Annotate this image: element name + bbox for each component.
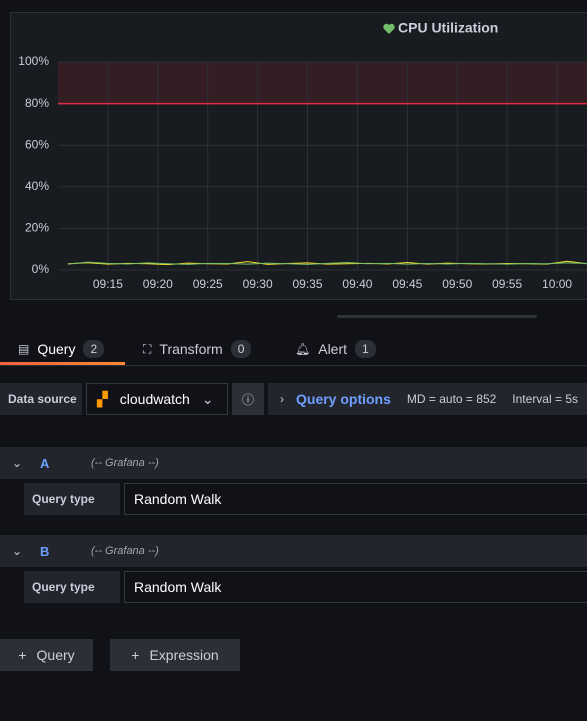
data-source: cloudwatch — [119, 391, 190, 407]
x-tick-label: 09:40 — [342, 277, 372, 291]
query-source: (-- Grafana --) — [91, 457, 159, 469]
query-ref: B — [40, 543, 50, 559]
field-input[interactable]: Random Walk — [124, 483, 587, 515]
divider — [0, 365, 587, 366]
tab[interactable]: ▤ Query 2 — [18, 338, 105, 360]
health-icon — [383, 23, 395, 34]
tab-label: Query — [37, 341, 76, 357]
x-tick-label: 10:00 — [542, 277, 572, 291]
tab[interactable]: ⛶ Transform 0 — [143, 338, 252, 360]
y-tick-label: 60% — [25, 137, 49, 151]
query-header[interactable]: ⌄ B (-- Grafana --) — [0, 535, 587, 567]
y-tick-label: 0% — [32, 262, 50, 276]
interval: Interval = 5s — [512, 392, 578, 406]
y-tick-label: 80% — [25, 96, 49, 110]
tab-count: 1 — [355, 340, 376, 358]
scrollbar — [337, 315, 537, 318]
y-tick-label: 20% — [25, 221, 49, 235]
tab-label: Alert — [318, 341, 348, 357]
x-tick-label: 09:55 — [492, 277, 522, 291]
tab-count: 0 — [230, 340, 252, 358]
add-expression-button[interactable]: + Expression — [110, 639, 240, 671]
query-options-label: Query options — [296, 391, 391, 407]
data-source-picker[interactable]: ▞ cloudwatch ⌄ — [86, 383, 228, 415]
field-input[interactable]: Random Walk — [124, 571, 587, 603]
tab-label: Transform — [159, 341, 223, 357]
query-ref: A — [40, 455, 50, 471]
x-tick-label: 09:25 — [193, 277, 223, 291]
query-options[interactable]: › Query options MD = auto = 852 Interval = … — [268, 383, 587, 415]
tab[interactable]: 🔔︎ Alert 1 — [295, 338, 376, 360]
x-tick-label: 09:30 — [243, 277, 273, 291]
x-tick-label: 09:50 — [442, 277, 472, 291]
field-label: Query type — [24, 483, 120, 515]
md: MD = auto = 852 — [406, 392, 497, 406]
button-label: Query — [36, 647, 75, 663]
add-query-button[interactable]: + Query — [0, 639, 93, 671]
query-header[interactable]: ⌄ A (-- Grafana --) — [0, 447, 587, 479]
chart-title: CPU Utilization — [398, 20, 498, 36]
chart: CPU Utilization 0% 20% 40% 60% 80% 100% 09:15 0… — [18, 20, 587, 291]
tab-count: 2 — [83, 340, 105, 358]
threshold-area — [58, 62, 587, 104]
button-label: Expression — [149, 647, 219, 663]
x-tick-label: 09:20 — [143, 277, 173, 291]
x-tick-label: 09:45 — [392, 277, 422, 291]
field-label: Query type — [24, 571, 120, 603]
y-tick-label: 40% — [25, 179, 49, 193]
query-source: (-- Grafana --) — [91, 545, 159, 557]
tab-underline — [0, 362, 125, 365]
y-tick-label: 100% — [18, 54, 49, 68]
help-button[interactable]: ⓘ — [232, 383, 264, 415]
label: Data source — [0, 383, 82, 415]
series-line — [67, 261, 587, 265]
x-tick-label: 09:15 — [93, 277, 123, 291]
panel — [10, 12, 587, 300]
x-tick-label: 09:35 — [293, 277, 323, 291]
